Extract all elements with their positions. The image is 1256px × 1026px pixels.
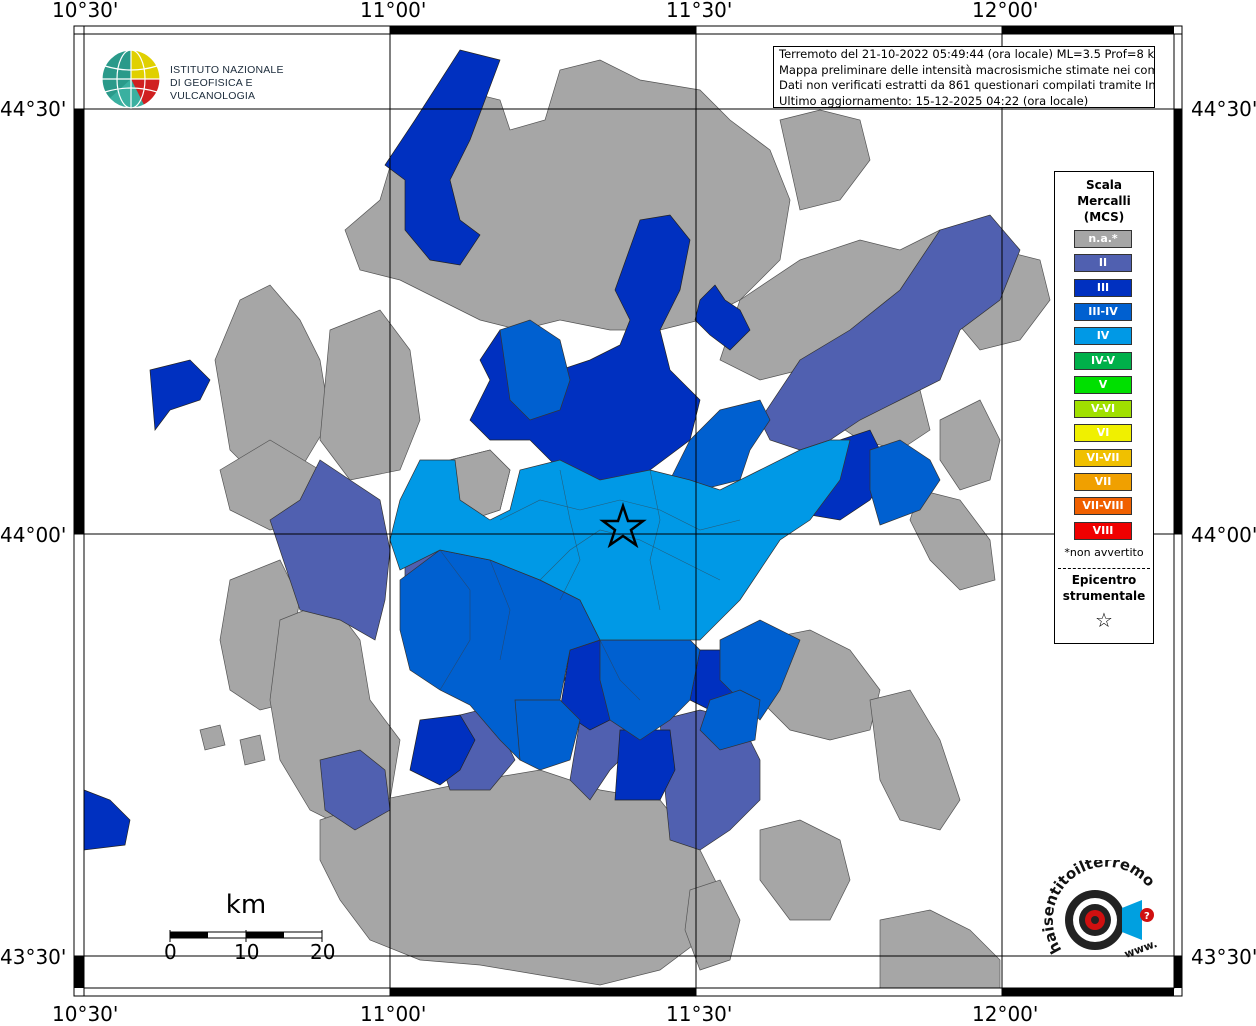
legend-item: II <box>1074 254 1132 273</box>
lat-label-left-2: 44°00' <box>0 523 67 547</box>
legend-title-line1: Scala <box>1085 178 1123 192</box>
lat-label-right-1: 44°30' <box>1191 97 1256 121</box>
lat-label-right-2: 44°00' <box>1191 523 1256 547</box>
legend-item: IV <box>1074 327 1132 346</box>
map-frame <box>73 25 1183 997</box>
lon-label-top-4: 12°00' <box>972 0 1039 22</box>
legend-item: VI <box>1074 424 1132 443</box>
scale-bar: km 0 10 20 <box>160 888 340 978</box>
brand-www: www. <box>1123 937 1159 961</box>
info-line3: Dati non verificati estratti da 861 ques… <box>779 78 1155 92</box>
legend-item: VI-VII <box>1074 448 1132 467</box>
lon-label-bottom-2: 11°00' <box>360 1002 427 1026</box>
intensity-III-areas <box>83 49 891 851</box>
mcs-legend: Scala Mercalli (MCS) n.a.* II III III-IV IV I… <box>1054 171 1154 644</box>
legend-item: IV-V <box>1074 351 1132 370</box>
ingv-logo: ISTITUTO NAZIONALE DI GEOFISICA E VULCAN… <box>100 48 320 110</box>
lon-label-bottom-4: 12°00' <box>972 1002 1039 1026</box>
legend-item: VII <box>1074 473 1132 491</box>
legend-item: V-VI <box>1074 400 1132 419</box>
intensity-IV-areas <box>389 439 851 641</box>
scale-tick-10: 10 <box>234 940 260 964</box>
lon-label-top-2: 11°00' <box>360 0 427 22</box>
haisentito-logo: haisentitoilterremoto.it ? www. <box>1035 846 1170 980</box>
legend-title: Scala Mercalli (MCS) <box>1055 177 1153 225</box>
legend-epicenter-line1: Epicentro <box>1071 573 1137 587</box>
legend-item: VIII <box>1074 521 1132 540</box>
legend-epicenter-line2: strumentale <box>1062 589 1146 603</box>
scale-tick-20: 20 <box>310 940 336 964</box>
lon-label-bottom-1: 10°30' <box>52 1002 119 1026</box>
event-info-box: Terremoto del 21-10-2022 05:49:44 (ora l… <box>773 46 1155 108</box>
info-line1: Terremoto del 21-10-2022 05:49:44 (ora l… <box>779 47 1155 61</box>
lat-label-left-1: 44°30' <box>0 97 67 121</box>
municipal-borders <box>439 469 741 701</box>
svg-text:?: ? <box>1144 911 1150 922</box>
info-line4: Ultimo aggiornamento: 15-12-2025 04:22 (… <box>779 93 1089 108</box>
info-line2: Mappa preliminare delle intensità macros… <box>779 62 1155 77</box>
epicenter-star-icon <box>599 502 647 549</box>
scale-graphic <box>169 930 323 942</box>
legend-star-icon: ☆ <box>1095 608 1113 632</box>
graticule <box>84 34 1174 988</box>
target-icon: haisentitoilterremoto.it ? www. <box>1035 846 1159 961</box>
legend-note: *non avvertito <box>1064 546 1144 559</box>
lat-label-left-3: 43°30' <box>0 945 67 969</box>
legend-title-line2: Mercalli <box>1077 194 1131 208</box>
scale-tick-0: 0 <box>164 940 177 964</box>
lon-label-bottom-3: 11°30' <box>666 1002 733 1026</box>
institute-line2: DI GEOFISICA E VULCANOLOGIA <box>170 77 256 102</box>
lon-label-top-3: 11°30' <box>666 0 733 22</box>
legend-item: III <box>1074 278 1132 297</box>
scale-unit: km <box>225 890 267 920</box>
legend-epicenter: Epicentro strumentale <box>1055 572 1153 604</box>
globe-icon <box>101 49 161 109</box>
institute-line1: ISTITUTO NAZIONALE <box>170 64 284 76</box>
lat-label-right-3: 43°30' <box>1191 945 1256 969</box>
legend-separator <box>1058 568 1150 569</box>
legend-title-line3: (MCS) <box>1083 210 1125 224</box>
lon-label-top-1: 10°30' <box>52 0 119 22</box>
intensity-III-IV-areas <box>399 319 941 771</box>
legend-item: III-IV <box>1074 302 1132 321</box>
legend-item: V <box>1074 375 1132 394</box>
legend-item: VII-VIII <box>1074 497 1132 516</box>
legend-item: n.a.* <box>1074 230 1132 248</box>
